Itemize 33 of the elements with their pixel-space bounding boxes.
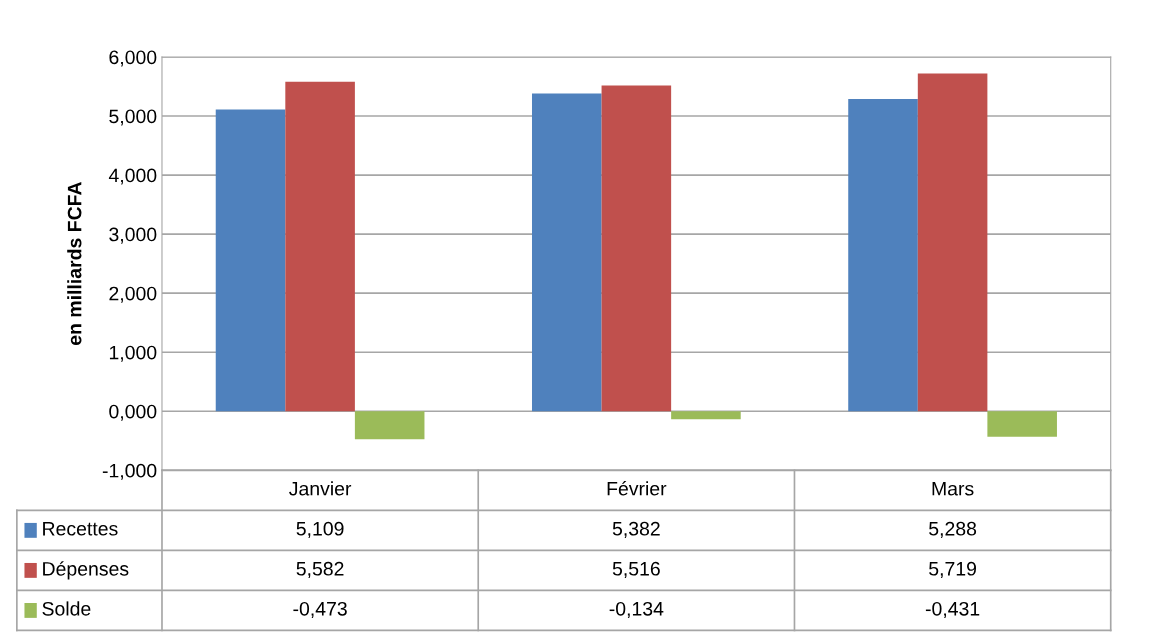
bar xyxy=(917,73,988,412)
data-label: 5,719 xyxy=(929,561,977,578)
data-label: 5,288 xyxy=(929,521,977,538)
data-label: 5,582 xyxy=(296,561,344,578)
data-label: -0,473 xyxy=(293,601,347,618)
y-tick-label: 1,000 xyxy=(109,345,157,362)
legend-label: Dépenses xyxy=(43,561,129,580)
bar xyxy=(354,411,425,440)
y-tick-label: 0,000 xyxy=(109,404,157,421)
legend-label: Solde xyxy=(42,601,91,616)
bar xyxy=(987,411,1057,437)
bar xyxy=(601,85,672,412)
y-tick-label: 6,000 xyxy=(109,50,157,67)
y-axis-title: en milliards FCFA xyxy=(67,182,82,345)
bar xyxy=(285,81,355,412)
legend-label: Recettes xyxy=(43,522,118,536)
y-tick-label: 3,000 xyxy=(109,227,157,244)
x-tick-label: Mars xyxy=(932,481,974,496)
bar xyxy=(215,109,286,412)
x-tick-label: Février xyxy=(607,481,667,496)
data-label: 5,382 xyxy=(612,521,660,538)
bar xyxy=(848,99,918,412)
y-tick-label: -1,000 xyxy=(102,463,157,480)
data-label: -0,431 xyxy=(925,601,980,618)
data-label: 5,109 xyxy=(296,521,344,538)
bar xyxy=(671,411,741,420)
y-tick-label: 2,000 xyxy=(109,286,157,303)
data-label: -0,134 xyxy=(609,601,664,618)
y-tick-label: 4,000 xyxy=(108,168,157,185)
y-tick-label: 5,000 xyxy=(109,109,157,126)
bar xyxy=(531,93,602,412)
x-tick-label: Janvier xyxy=(289,481,352,496)
data-label: 5,516 xyxy=(612,561,660,578)
